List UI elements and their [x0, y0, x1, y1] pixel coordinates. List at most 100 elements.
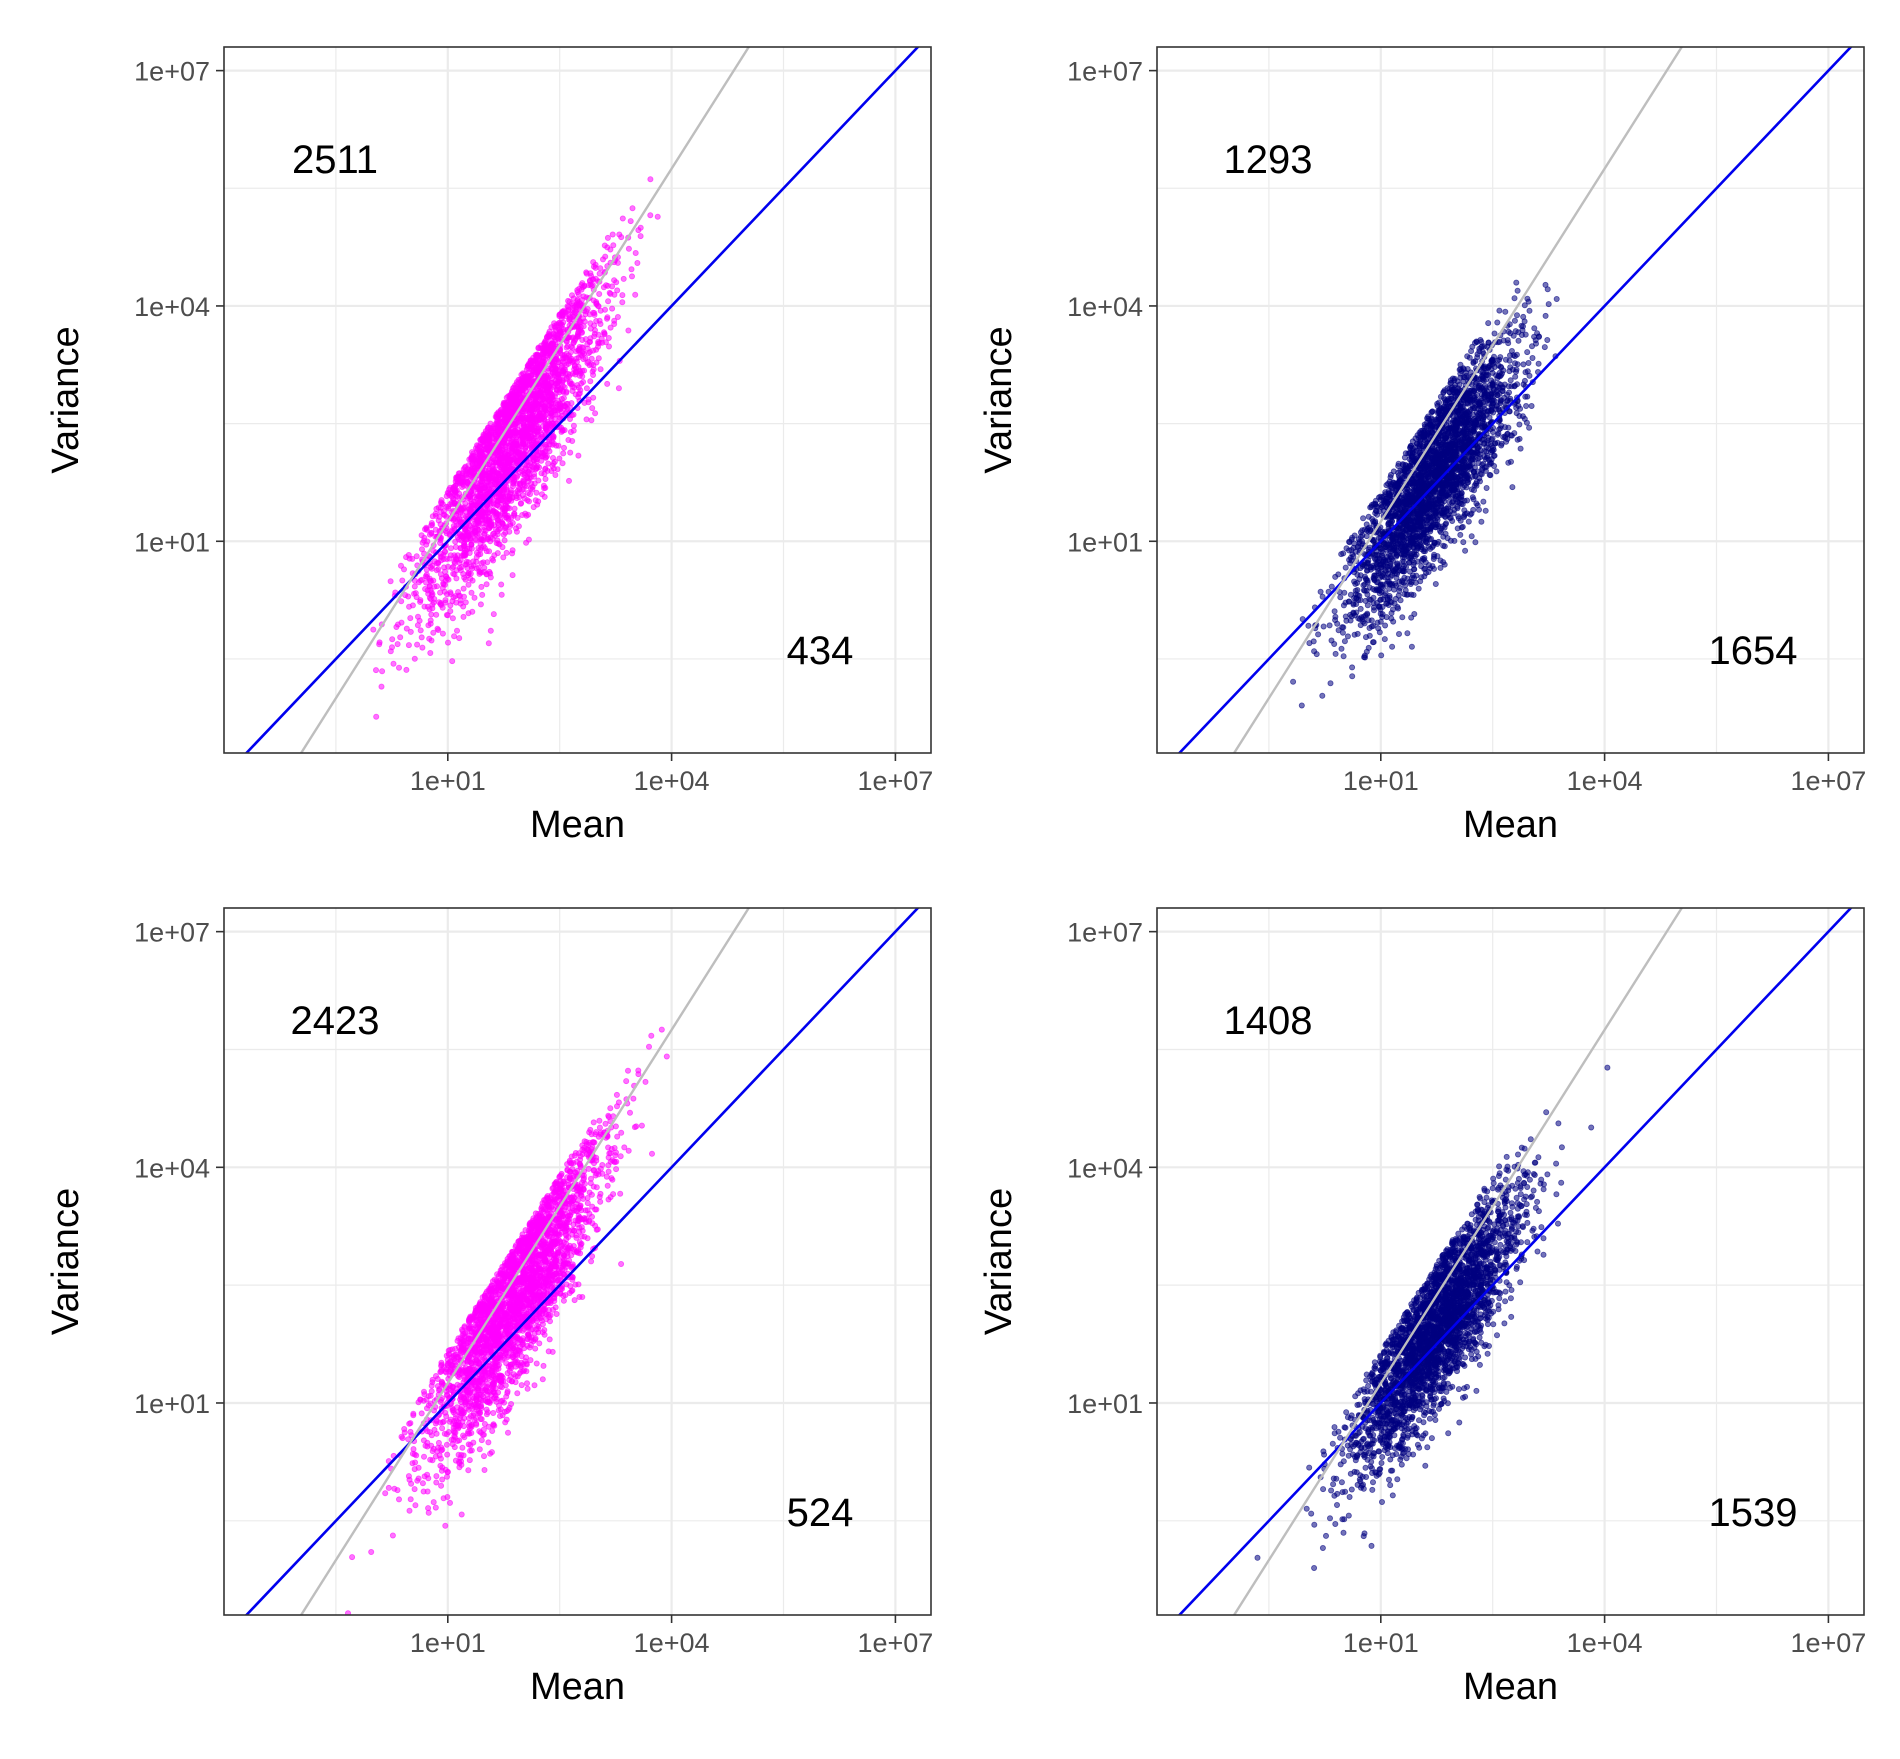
tl-point: [456, 635, 463, 642]
tr-point: [1331, 641, 1338, 648]
tl-point: [443, 556, 450, 563]
tl-point: [462, 526, 469, 533]
tl-point: [449, 658, 456, 665]
tr-point: [1306, 640, 1313, 647]
tl-point: [539, 358, 546, 365]
tr-point: [1349, 673, 1356, 680]
tl-point: [477, 440, 484, 447]
tl-point: [647, 176, 654, 183]
tr-point: [1391, 586, 1398, 593]
tl-point: [501, 512, 508, 519]
tl-point: [427, 650, 434, 657]
tl-point: [593, 346, 600, 353]
tl-point: [458, 478, 465, 485]
tl-point: [432, 512, 439, 519]
tr-point: [1479, 466, 1486, 473]
tl-point: [405, 642, 412, 649]
tl-point: [518, 371, 525, 378]
tr-point: [1520, 313, 1527, 320]
tl-point: [517, 436, 524, 443]
tl-point: [499, 520, 506, 527]
tr-point: [1340, 653, 1347, 660]
tl-point: [515, 391, 522, 398]
tl-point: [584, 305, 591, 312]
tl-point: [434, 625, 441, 632]
tl-point: [428, 637, 435, 644]
tl-panel: 1e+01 1e+04 1e+071e+011e+041e+07MeanVarian…: [45, 46, 933, 846]
tl-point: [534, 393, 541, 400]
tl-point: [596, 290, 603, 297]
tr-point: [1349, 664, 1356, 671]
tl-point: [543, 426, 550, 433]
tr-point: [1526, 372, 1533, 379]
tl-point: [535, 424, 542, 431]
tl-point: [487, 627, 494, 634]
tl-point: [388, 644, 395, 651]
tr-point: [1515, 337, 1522, 344]
tl-point: [502, 464, 509, 471]
tl-point: [423, 541, 430, 548]
tl-point: [555, 378, 562, 385]
tl-point: [492, 475, 499, 482]
tl-point: [606, 289, 613, 296]
tr-point: [1531, 325, 1538, 332]
tl-point: [511, 505, 518, 512]
tr-point: [1406, 578, 1413, 585]
tr-point: [1485, 320, 1492, 327]
tl-point: [499, 544, 506, 551]
tl-point: [494, 517, 501, 524]
tl-point: [567, 449, 574, 456]
tl-point: [439, 604, 446, 611]
tl-point: [555, 320, 562, 327]
tl-point: [508, 497, 515, 504]
tl-point: [489, 508, 496, 515]
tl-point: [502, 413, 509, 420]
tl-point: [448, 493, 455, 500]
tr-point: [1382, 590, 1389, 597]
tl-point: [601, 329, 608, 336]
tl-point: [468, 589, 475, 596]
tl-point: [525, 416, 532, 423]
tl-point: [514, 380, 521, 387]
tl-point: [447, 602, 454, 609]
tl-point: [513, 525, 520, 532]
tl-x-tick-label-0: 1e+01: [410, 766, 486, 796]
tl-point: [583, 385, 590, 392]
tl-point: [485, 475, 492, 482]
tr-point: [1404, 630, 1411, 637]
tl-point: [570, 295, 577, 302]
tl-point: [428, 530, 435, 537]
tl-point: [605, 334, 612, 341]
tr-point: [1351, 631, 1358, 638]
tl-point: [387, 578, 394, 585]
tl-point: [548, 467, 555, 474]
tl-point: [535, 431, 542, 438]
tr-point: [1361, 581, 1368, 588]
tl-point: [415, 579, 422, 586]
tl-point: [398, 619, 405, 626]
tl-point: [466, 493, 473, 500]
tl-x-tick-label-1: 1e+04: [634, 766, 710, 796]
tl-point: [465, 572, 472, 579]
tl-point: [567, 349, 574, 356]
tl-point: [487, 420, 494, 427]
tl-point: [566, 371, 573, 378]
tl-point: [613, 279, 620, 286]
tl-point: [466, 478, 473, 485]
tr-point: [1526, 424, 1533, 431]
tl-point: [490, 611, 497, 618]
tl-point: [460, 466, 467, 473]
tl-point: [585, 396, 592, 403]
tl-point: [541, 376, 548, 383]
tl-point: [495, 540, 502, 547]
tl-point: [523, 425, 530, 432]
tl-point: [528, 424, 535, 431]
tl-point: [503, 549, 510, 556]
tr-point: [1507, 330, 1514, 337]
tr-point: [1535, 333, 1542, 340]
tl-point: [451, 560, 458, 567]
tl-point: [403, 666, 410, 673]
tl-point: [494, 550, 501, 557]
tl-point: [611, 317, 618, 324]
